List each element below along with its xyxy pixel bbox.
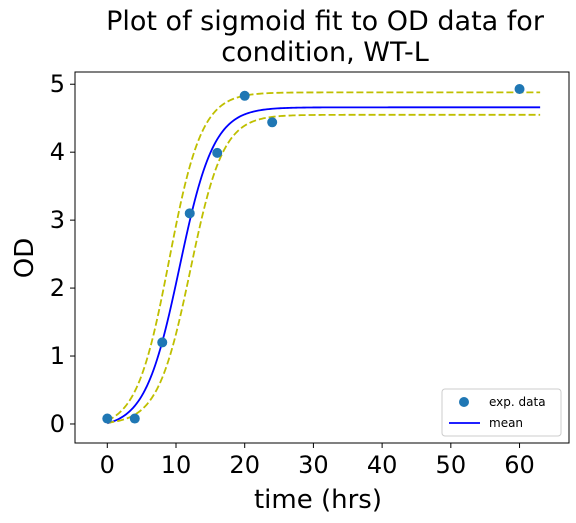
data-point — [514, 83, 525, 94]
y-tick-label: 3 — [50, 206, 65, 234]
legend-box — [441, 388, 562, 437]
data-point — [157, 337, 168, 348]
legend-label-exp-data: exp. data — [489, 395, 546, 409]
y-tick-label: 5 — [50, 70, 65, 98]
mean-fit-line — [107, 106, 541, 425]
legend: exp. data mean — [441, 388, 562, 437]
data-point — [129, 413, 140, 424]
data-point — [212, 147, 223, 158]
data-point — [267, 117, 278, 128]
x-tick-label: 20 — [229, 451, 260, 479]
confidence-bound-line-3 — [107, 113, 541, 424]
x-tick-label: 30 — [298, 451, 329, 479]
x-tick-label: 50 — [436, 451, 467, 479]
confidence-bound-line-2 — [106, 91, 541, 422]
data-point — [184, 208, 195, 219]
legend-label-mean: mean — [489, 416, 523, 430]
y-tick-label: 2 — [50, 274, 65, 302]
y-axis-label: OD — [10, 238, 40, 279]
chart-title-line-2: condition, WT-L — [221, 37, 429, 68]
plot-frame — [74, 71, 570, 444]
data-point — [239, 90, 250, 101]
legend-marker-exp-data — [459, 397, 469, 407]
x-tick-label: 10 — [161, 451, 192, 479]
y-tick-label: 1 — [50, 342, 65, 370]
data-point — [102, 413, 113, 424]
x-tick-label: 0 — [100, 451, 115, 479]
x-tick-label: 40 — [367, 451, 398, 479]
y-tick-label: 0 — [50, 410, 65, 438]
x-tick-label: 60 — [504, 451, 535, 479]
x-axis-label: time (hrs) — [254, 485, 382, 515]
y-tick-label: 4 — [50, 138, 65, 166]
chart-title-line-1: Plot of sigmoid fit to OD data for — [106, 6, 544, 37]
